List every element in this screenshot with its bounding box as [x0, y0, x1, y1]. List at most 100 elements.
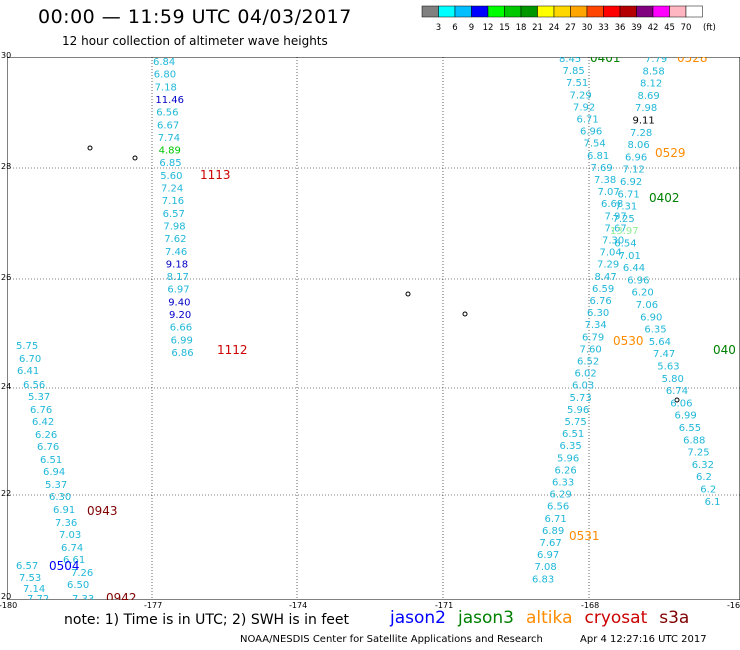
- swh-label: 6.56: [23, 380, 45, 391]
- swh-label: 6.90: [640, 312, 662, 323]
- scale-swatch: [471, 5, 489, 18]
- scale-swatch: [669, 5, 687, 18]
- swh-label: 5.75: [565, 417, 587, 428]
- time-label: 0528: [677, 57, 708, 65]
- scale-label: 15: [499, 23, 510, 33]
- scale-label: 24: [549, 23, 560, 33]
- swh-label: 6.2: [696, 472, 712, 483]
- scale-label: 6: [452, 23, 457, 33]
- swh-label: 7.33: [72, 594, 94, 600]
- swh-label: 7.25: [613, 214, 635, 225]
- time-label: 0401: [590, 57, 621, 65]
- swh-label: 6.29: [550, 490, 572, 501]
- island-mark: [462, 311, 468, 317]
- scale-label: 18: [516, 23, 527, 33]
- time-label: 1112: [217, 343, 248, 357]
- swh-label: 6.99: [675, 411, 697, 422]
- swh-label: 6.2: [700, 485, 716, 496]
- swh-label: 7.62: [164, 234, 186, 245]
- swh-label: 6.67: [157, 120, 179, 131]
- swh-label: 6.51: [40, 455, 62, 466]
- swh-label: 9.20: [169, 310, 191, 321]
- swh-label: 6.44: [623, 263, 645, 274]
- scale-swatch: [421, 5, 439, 18]
- swh-label: 7.14: [23, 584, 45, 595]
- swh-label: 5.75: [16, 341, 38, 352]
- swh-label: 6.74: [61, 543, 83, 554]
- swh-label: 6.57: [163, 209, 185, 220]
- swh-label: 7.46: [165, 247, 187, 258]
- scale-swatch: [553, 5, 571, 18]
- swh-label: 5.96: [557, 453, 579, 464]
- swh-label: 7.98: [635, 103, 657, 114]
- swh-label: 7.97: [605, 211, 627, 222]
- swh-label: 7.67: [605, 223, 627, 234]
- scale-label: 30: [582, 23, 593, 33]
- lat-tick-label: 26: [1, 273, 12, 282]
- swh-label: 9.40: [168, 297, 190, 308]
- swh-label: 7.03: [59, 530, 81, 541]
- scale-label: 42: [648, 23, 659, 33]
- swh-label: 7.67: [540, 538, 562, 549]
- island-mark: [132, 155, 138, 161]
- swh-label: 6.85: [159, 158, 181, 169]
- swh-label: 6.1: [705, 497, 721, 508]
- swh-label: 6.84: [153, 57, 175, 68]
- swh-label: 6.54: [614, 239, 636, 250]
- mission-s3a: s3a: [659, 608, 690, 628]
- swh-label: 6.35: [644, 325, 666, 336]
- swh-label: 6.96: [627, 275, 649, 286]
- scale-label: 3: [436, 23, 441, 33]
- swh-label: 6.51: [562, 429, 584, 440]
- mission-jason2: jason2: [390, 608, 446, 628]
- swh-label: 6.59: [592, 284, 614, 295]
- credit-line: NOAA/NESDIS Center for Satellite Applica…: [240, 634, 543, 645]
- swh-label: 6.76: [37, 442, 59, 453]
- scale-label: 39: [631, 23, 642, 33]
- swh-label: 6.81: [587, 151, 609, 162]
- swh-label: 6.99: [171, 335, 193, 346]
- swh-label: 11.46: [155, 95, 184, 106]
- swh-label: 6.74: [666, 386, 688, 397]
- swh-label: 7.92: [573, 102, 595, 113]
- swh-label: 7.34: [585, 320, 607, 331]
- mission-altika: altika: [526, 608, 573, 628]
- lon-tick-label: -180: [0, 601, 18, 610]
- swh-label: 5.73: [570, 393, 592, 404]
- swh-label: 7.31: [615, 202, 637, 213]
- mission-legend: jason2 jason3 altika cryosat s3a: [390, 608, 701, 628]
- scale-swatch: [619, 5, 637, 18]
- scale-swatch: [603, 5, 621, 18]
- swh-label: 7.72: [27, 594, 49, 600]
- island-mark: [674, 397, 680, 403]
- swh-label: 6.41: [17, 366, 39, 377]
- swh-label: 6.02: [575, 369, 597, 380]
- swh-label: 6.97: [167, 285, 189, 296]
- scale-swatch: [520, 5, 538, 18]
- swh-label: 7.60: [580, 344, 602, 355]
- swh-label: 7.36: [55, 518, 77, 529]
- swh-label: 4.89: [159, 146, 181, 157]
- scale-swatch: [537, 5, 555, 18]
- scale-swatch: [586, 5, 604, 18]
- lat-tick-label: 24: [1, 382, 12, 391]
- scale-label: 45: [664, 23, 675, 33]
- swh-label: 8.06: [628, 140, 650, 151]
- swh-label: 7.24: [161, 184, 183, 195]
- swh-label: 6.06: [670, 398, 692, 409]
- swh-label: 6.94: [43, 467, 65, 478]
- swh-label: 6.33: [552, 478, 574, 489]
- page-title: 00:00 — 11:59 UTC 04/03/2017: [38, 6, 352, 28]
- time-label: 0402: [649, 191, 680, 205]
- swh-label: 8.12: [640, 79, 662, 90]
- swh-label: 7.18: [155, 82, 177, 93]
- swh-label: 6.42: [32, 417, 54, 428]
- scale-label: 9: [469, 23, 474, 33]
- lat-tick-label: 22: [1, 489, 12, 498]
- swh-label: 6.30: [587, 308, 609, 319]
- units-note: note: 1) Time is in UTC; 2) SWH is in fe…: [64, 612, 350, 628]
- swh-label: 6.83: [532, 574, 554, 585]
- swh-label: 5.37: [45, 480, 67, 491]
- swh-label: 7.06: [636, 300, 658, 311]
- swh-label: 7.30: [602, 236, 624, 247]
